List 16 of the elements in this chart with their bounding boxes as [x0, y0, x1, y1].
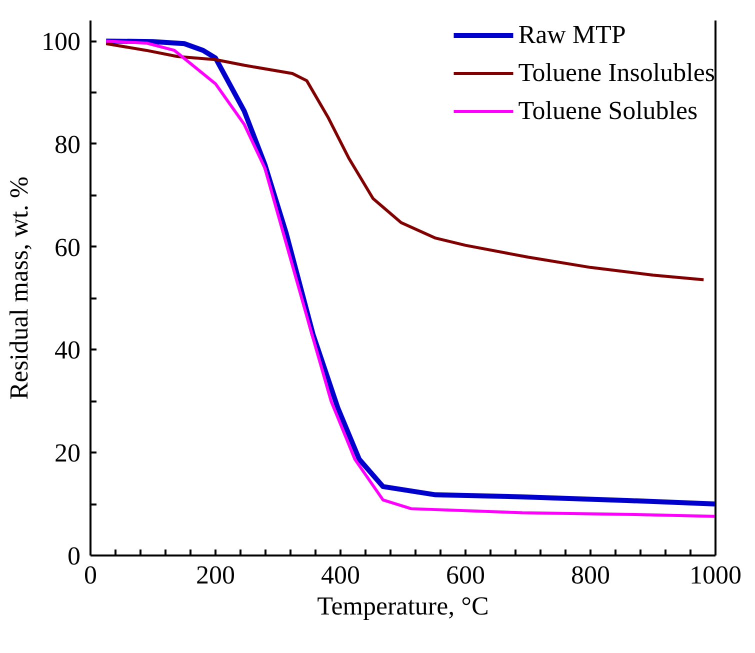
- x-tick-label: 600: [446, 560, 485, 590]
- y-tick-label: 0: [68, 542, 80, 570]
- legend-label: Toluene Insolubles: [518, 58, 715, 88]
- x-tick-label: 1000: [690, 560, 742, 590]
- x-tick-label: 400: [321, 560, 360, 590]
- y-tick-label: 40: [54, 336, 80, 365]
- legend-label: Toluene Solubles: [518, 96, 698, 126]
- x-tick-label: 800: [571, 560, 610, 590]
- x-axis-title: Temperature, °C: [317, 592, 489, 620]
- x-tick-label: 200: [196, 560, 235, 590]
- y-tick-label: 80: [54, 130, 80, 159]
- y-axis-title: Residual mass, wt. %: [4, 176, 34, 400]
- y-tick-label: 20: [54, 438, 80, 468]
- y-tick-label: 60: [54, 232, 80, 262]
- legend-label: Raw MTP: [518, 20, 626, 50]
- y-tick-label: 100: [42, 27, 80, 56]
